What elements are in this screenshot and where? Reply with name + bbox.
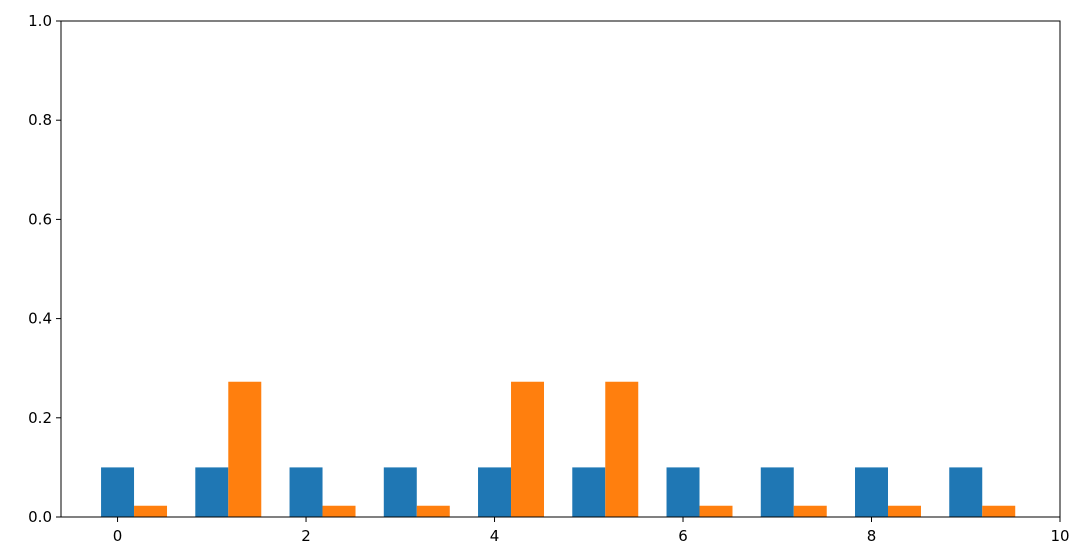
x-tick-label: 0 — [113, 527, 123, 545]
bar-series-2-x-2 — [322, 505, 356, 517]
bar-series-1-x-4 — [478, 467, 512, 517]
y-axis: 0.0 0.2 0.4 0.6 0.8 1.0 — [28, 12, 61, 526]
bar-series-2-x-0 — [134, 505, 168, 517]
bar-series-1-x-2 — [289, 467, 323, 517]
bar-series-2-x-1 — [228, 381, 262, 517]
bar-series-2-x-7 — [793, 505, 827, 517]
bar-series-2-x-8 — [888, 505, 921, 517]
bar-series-2-x-3 — [416, 505, 450, 517]
y-tick-label: 0.0 — [28, 508, 52, 526]
x-tick-label: 6 — [678, 527, 688, 545]
x-tick-label: 2 — [301, 527, 311, 545]
bar-series-1-x-5 — [572, 467, 606, 517]
bar-series-1-x-3 — [383, 467, 417, 517]
x-tick-label: 8 — [867, 527, 877, 545]
bar-series-1-x-1 — [195, 467, 229, 517]
y-tick-label: 0.6 — [28, 210, 52, 228]
bars-layer — [101, 381, 1016, 517]
x-tick-label: 4 — [490, 527, 500, 545]
x-tick-label: 10 — [1050, 527, 1069, 545]
y-tick-label: 1.0 — [28, 12, 52, 30]
bar-series-2-x-6 — [699, 505, 733, 517]
x-axis: 0 2 4 6 8 10 — [113, 517, 1070, 545]
bar-series-1-x-9 — [949, 467, 983, 517]
y-tick-label: 0.2 — [28, 409, 52, 427]
bar-series-1-x-6 — [666, 467, 700, 517]
y-tick-label: 0.4 — [28, 310, 52, 328]
bar-series-2-x-4 — [511, 381, 545, 517]
bar-series-1-x-0 — [101, 467, 135, 517]
bar-series-2-x-9 — [982, 505, 1016, 517]
bar-series-1-x-8 — [855, 467, 889, 517]
bar-series-1-x-7 — [760, 467, 794, 517]
plot-frame — [60, 20, 1061, 518]
bar-series-2-x-5 — [605, 381, 639, 517]
y-tick-label: 0.8 — [28, 111, 52, 129]
